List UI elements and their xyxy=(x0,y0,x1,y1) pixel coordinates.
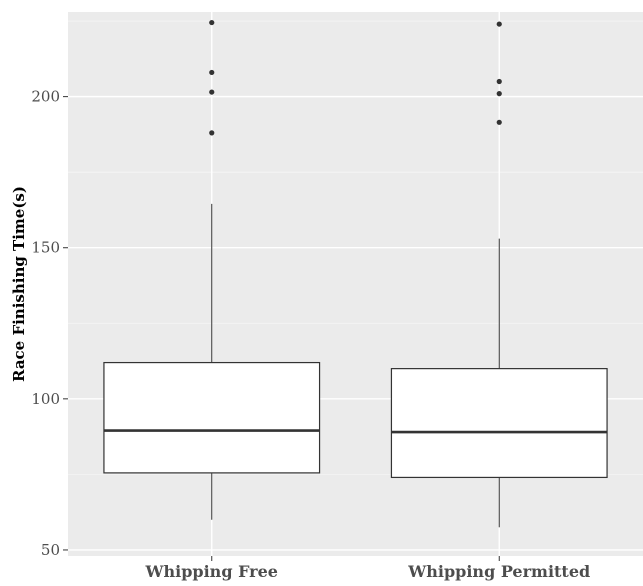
iqr-box xyxy=(390,368,608,479)
x-tick-label: Whipping Permitted xyxy=(407,562,590,581)
box-group xyxy=(103,19,321,520)
axes: 50 100 150 200 Whipping Free Whipping Permitt… xyxy=(31,88,590,581)
outlier-point xyxy=(496,21,502,27)
iqr-box xyxy=(103,361,321,474)
boxes xyxy=(103,19,608,528)
outlier-point xyxy=(209,89,215,95)
y-tick-label: 200 xyxy=(31,88,60,106)
y-tick-label: 150 xyxy=(31,239,60,257)
outlier-point xyxy=(496,119,502,125)
outlier-point xyxy=(209,19,215,26)
x-tick-label: Whipping Free xyxy=(145,562,278,581)
box-group xyxy=(390,21,608,528)
outlier-point xyxy=(496,91,502,97)
y-axis-title: Race Finishing Time(s) xyxy=(10,186,28,382)
y-tick-label: 100 xyxy=(31,390,60,408)
outlier-point xyxy=(209,69,215,76)
y-tick-label: 50 xyxy=(41,541,60,559)
outlier-point xyxy=(496,78,502,85)
outlier-point xyxy=(209,130,215,136)
